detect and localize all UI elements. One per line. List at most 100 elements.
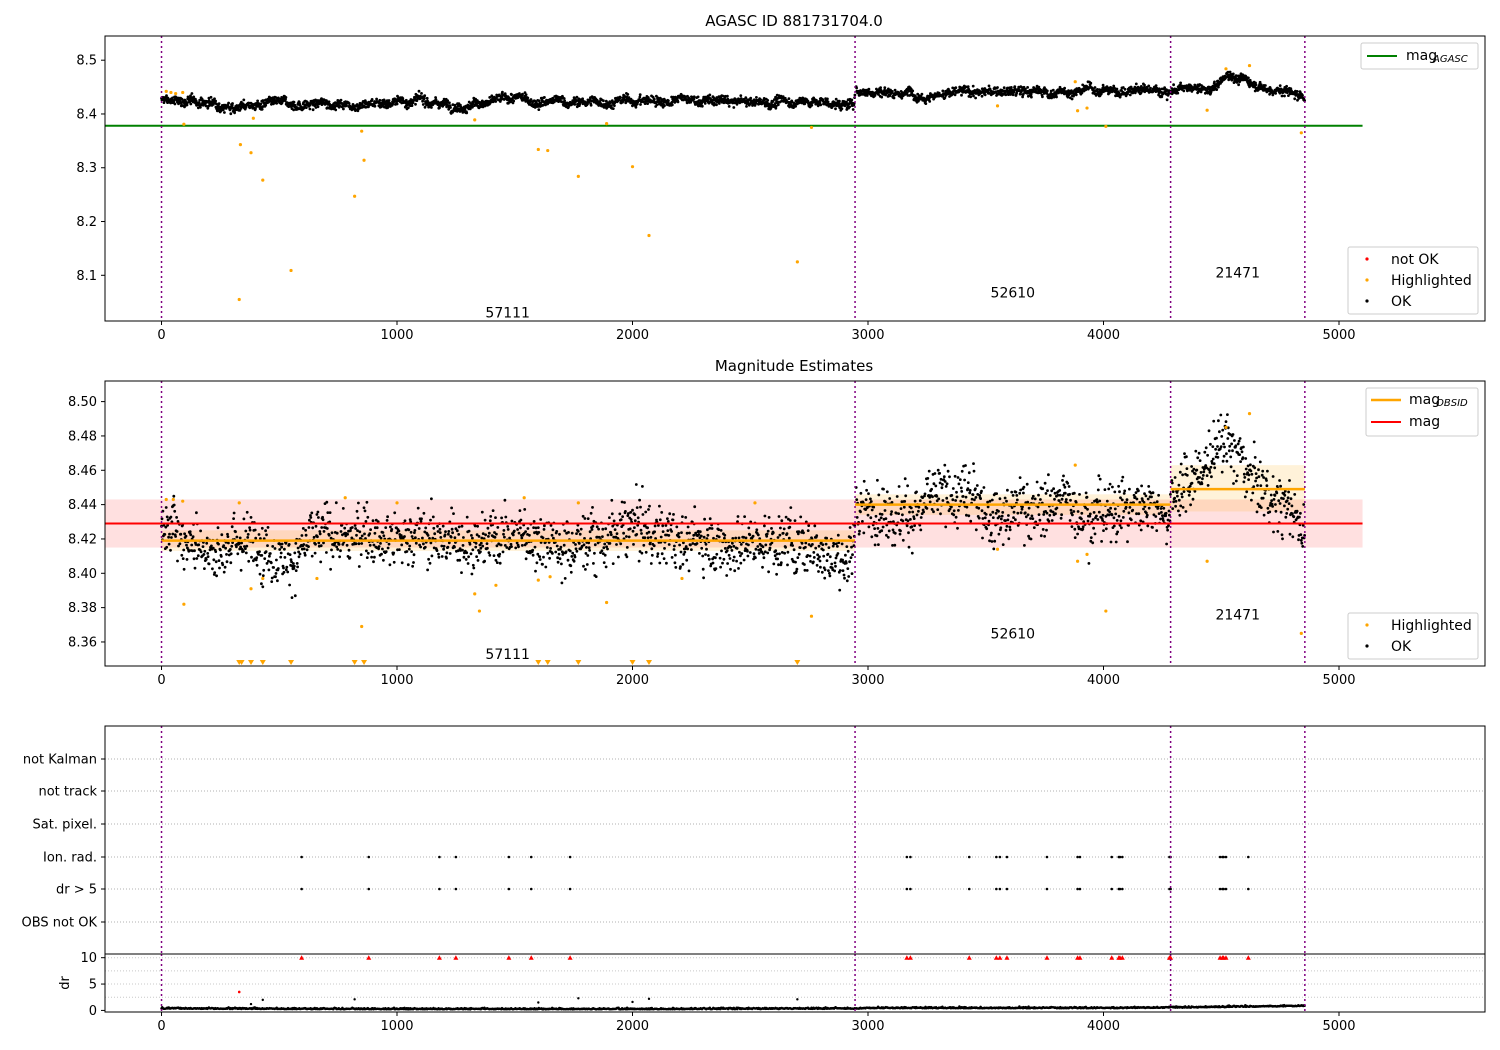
clipped-marker — [993, 955, 999, 960]
highlighted-point — [1104, 609, 1108, 613]
below-axis-marker — [238, 660, 245, 665]
y-tick-label: 8.50 — [68, 395, 97, 410]
x-tick-label: 5000 — [1322, 673, 1355, 688]
legend-label: mag — [1409, 414, 1440, 430]
flag-point — [909, 887, 912, 891]
category-label: Sat. pixel. — [33, 818, 97, 833]
highlighted-point — [1205, 559, 1209, 563]
clipped-marker — [907, 955, 913, 960]
below-axis-marker — [629, 660, 636, 665]
clipped-marker — [1245, 955, 1251, 960]
highlighted-point — [477, 609, 482, 613]
flag-point — [967, 855, 971, 859]
flag-point — [1078, 855, 1082, 859]
highlighted-point — [473, 118, 477, 122]
flag-point — [967, 887, 971, 891]
panel-title: AGASC ID 881731704.0 — [705, 12, 883, 30]
highlighted-point — [753, 501, 757, 505]
flag-point — [507, 887, 511, 891]
y-tick-label: 8.40 — [68, 567, 97, 582]
highlighted-point — [251, 116, 255, 120]
highlighted-point — [1224, 425, 1228, 429]
x-tick-label: 0 — [157, 1019, 165, 1034]
clipped-marker — [567, 955, 573, 960]
highlighted-point — [360, 624, 364, 629]
clipped-marker — [528, 955, 534, 960]
obsid-label: 52610 — [991, 286, 1036, 302]
flag-point — [1005, 855, 1009, 859]
highlighted-point — [249, 151, 253, 155]
legend-top: mag OBSID mag — [1365, 387, 1479, 437]
highlighted-point — [1085, 106, 1089, 110]
clipped-marker — [299, 955, 305, 960]
clipped-marker — [1168, 955, 1174, 960]
highlighted-point — [1073, 80, 1077, 84]
ok-points — [160, 70, 1307, 116]
highlighted-point — [995, 104, 1000, 108]
y-tick-label: 8.2 — [76, 215, 97, 230]
obsid-label: 57111 — [485, 305, 530, 321]
category-label: Ion. rad. — [43, 851, 97, 866]
y-tick-label: 8.46 — [68, 464, 97, 479]
dr-outlier-point — [537, 1001, 540, 1004]
flag-point — [1005, 887, 1009, 891]
highlighted-point — [174, 91, 178, 96]
highlighted-point — [536, 147, 540, 152]
highlighted-point — [1247, 412, 1252, 416]
flag-point — [1121, 887, 1124, 891]
below-axis-marker — [535, 660, 542, 665]
highlighted-point — [261, 576, 265, 581]
clipped-marker — [904, 955, 910, 960]
clipped-marker — [1077, 955, 1083, 960]
flag-point — [568, 887, 572, 891]
x-tick-label: 4000 — [1087, 673, 1120, 688]
flag-point — [1110, 855, 1114, 859]
legend-label: Highlighted — [1391, 618, 1472, 634]
y-tick-label: 8.42 — [68, 532, 97, 547]
flag-point — [909, 855, 912, 859]
y-tick-label: 8.4 — [76, 107, 97, 122]
flag-point — [1076, 887, 1079, 891]
y-tick-label: 8.38 — [68, 601, 97, 616]
flag-point — [1118, 855, 1122, 859]
flag-point — [1045, 855, 1049, 859]
highlighted-point — [548, 575, 552, 579]
flag-point — [1078, 887, 1082, 891]
highlighted-point — [181, 499, 185, 503]
highlighted-point — [473, 592, 477, 596]
obsid-label: 21471 — [1215, 607, 1260, 623]
flag-point — [529, 887, 533, 891]
highlighted-point — [1104, 124, 1108, 128]
highlighted-point — [995, 547, 1000, 551]
clipped-marker — [1223, 955, 1229, 960]
plot-area: 57111 52610 21471 0 1000 2000 3000 4000 5000 8.1 8… — [76, 35, 1486, 343]
x-tick-label: 2000 — [616, 673, 649, 688]
legend-label: OK — [1391, 294, 1412, 310]
flag-point — [300, 855, 303, 859]
below-axis-marker — [575, 660, 582, 665]
x-tick-label: 0 — [157, 673, 165, 688]
flag-point — [905, 887, 909, 891]
flag-point — [1247, 887, 1250, 891]
legend-bottom: not OK Highlighted OK — [1347, 246, 1479, 315]
flag-point — [367, 855, 371, 859]
flag-point — [1218, 855, 1222, 859]
below-axis-marker — [645, 660, 652, 665]
y-tick-label: 0 — [89, 1004, 97, 1019]
highlighted-point — [809, 614, 814, 618]
below-axis-marker — [794, 660, 801, 665]
dr-outlier-point — [796, 998, 799, 1001]
y-tick-label: 8.1 — [76, 269, 97, 284]
x-tick-label: 1000 — [380, 1019, 413, 1034]
highlighted-point — [164, 89, 168, 93]
flag-point — [438, 855, 441, 859]
x-tick-label: 1000 — [380, 673, 413, 688]
dr-outlier-point — [577, 997, 580, 1000]
flag-point — [1222, 887, 1225, 891]
flag-point — [1110, 887, 1114, 891]
flags-panel: not Kalman not track Sat. pixel. Ion. rad. d… — [22, 725, 1486, 955]
highlighted-point — [1205, 108, 1209, 112]
clipped-marker — [997, 955, 1003, 960]
category-label: not track — [38, 785, 97, 800]
dr-outlier-point — [237, 990, 241, 994]
